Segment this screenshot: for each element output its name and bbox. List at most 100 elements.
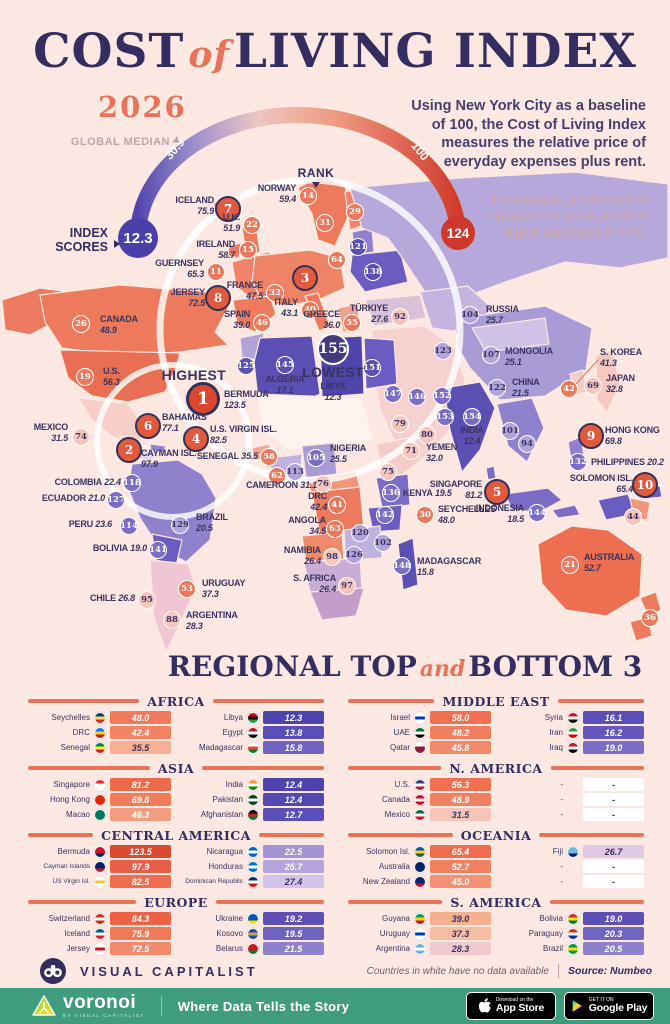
table-row: -- <box>501 793 644 806</box>
badge-play-top: GET IT ON <box>588 996 614 1003</box>
map-label-highest: HIGHEST <box>161 367 226 383</box>
region-bottom3: ------ <box>501 778 644 821</box>
flag-icon <box>247 912 259 925</box>
flag-icon <box>567 845 579 858</box>
rank-circle-126: 126 <box>345 546 363 564</box>
google-play-icon <box>572 1000 582 1012</box>
map-label-seychelles: SEYCHELLES 48.0 <box>438 504 497 525</box>
map-label-italy: ITALY 43.1 <box>274 297 298 318</box>
value-bar: 28.3 <box>430 942 491 955</box>
index-gauge-arc <box>129 107 466 241</box>
value-bar: 13.8 <box>263 726 324 739</box>
rank-circle-36: 36 <box>641 609 659 627</box>
map-label-mongolia: MONGOLIA 25.1 <box>505 346 553 367</box>
country-label: UAE <box>393 728 410 737</box>
rank-circle-4: 4 <box>183 426 209 452</box>
region-header: ASIA <box>28 761 324 776</box>
app-store-badge[interactable]: Download on the App Store <box>466 992 556 1020</box>
country-label: Switzerland <box>48 914 90 923</box>
flag-icon <box>94 860 106 873</box>
rank-circle-2: 2 <box>116 437 142 463</box>
value-bar: 21.5 <box>263 942 324 955</box>
rank-circle-10: 10 <box>632 472 658 498</box>
header-rule-right <box>557 698 644 704</box>
rank-circle-153: 153 <box>436 408 454 426</box>
region-top3: Solomon Isl. 65.4 Australia 52.7 New Zealand… <box>348 845 491 888</box>
region-block: EUROPE Switzerland 84.3 Iceland 75.9 Jersey 7… <box>28 895 325 956</box>
title-of: of <box>188 34 230 76</box>
flag-icon <box>567 726 579 739</box>
rank-pointer-icon <box>312 182 320 188</box>
country-label: Kosovo <box>216 929 243 938</box>
country-label: Bolivia <box>539 914 563 923</box>
flag-icon <box>247 845 259 858</box>
map-label-cayman-isl-: CAYMAN ISL. 97.9 <box>141 448 197 469</box>
map-label-u-s-virgin-isl-: U.S. VIRGIN ISL. 82.5 <box>210 424 277 445</box>
rank-circle-6: 6 <box>135 413 161 439</box>
region-top3: Singapore 81.2 Hong Kong 69.8 Macao 46.3 <box>28 778 171 821</box>
rank-circle-76: 76 <box>314 475 332 493</box>
flag-icon <box>414 942 426 955</box>
flag-icon <box>414 912 426 925</box>
value-bar: 84.3 <box>110 912 171 925</box>
table-row: Macao 46.3 <box>28 808 171 821</box>
map-label-brazil: BRAZIL 20.5 <box>196 512 228 533</box>
brand-name: VISUAL CAPITALIST <box>80 963 258 979</box>
korea-leader-line <box>575 359 599 385</box>
value-bar: - <box>583 860 644 873</box>
rank-circle-121: 121 <box>349 238 367 256</box>
header-rule-left <box>348 765 442 771</box>
value-bar: 46.3 <box>110 808 171 821</box>
rank-circle-75: 75 <box>379 463 397 481</box>
map-label-india: INDIA 12.4 <box>460 425 484 446</box>
flag-icon <box>247 808 259 821</box>
rank-circle-144: 144 <box>528 504 546 522</box>
region-block: S. AMERICA Guyana 39.0 Uruguay 37.3 Argentin… <box>348 895 645 956</box>
rank-circle-41: 41 <box>328 496 346 514</box>
rank-circle-3: 3 <box>292 265 318 291</box>
page-title: COST ofLIVING INDEX <box>0 24 670 79</box>
map-label-bermuda: BERMUDA 123.5 <box>224 389 269 410</box>
rank-circle-74: 74 <box>72 428 90 446</box>
title-living-index: LIVING INDEX <box>233 24 637 79</box>
country-label: Iran <box>549 728 563 737</box>
country-label: Hong Kong <box>49 795 90 804</box>
country-label: Ukraine <box>215 914 243 923</box>
attribution-strip: VISUAL CAPITALIST Countries in white hav… <box>0 954 670 988</box>
index-pointer-icon <box>114 240 120 248</box>
table-row: Israel 58.0 <box>348 711 491 724</box>
flag-icon <box>414 711 426 724</box>
rank-circle-107: 107 <box>482 346 500 364</box>
google-play-badge[interactable]: GET IT ON Google Play <box>564 992 654 1020</box>
region-block: AFRICA Seychelles 48.0 DRC 42.4 Senegal 35.5 … <box>28 694 324 755</box>
region-header: N. AMERICA <box>348 761 644 776</box>
value-bar: 25.7 <box>263 860 324 873</box>
region-top3: Guyana 39.0 Uruguay 37.3 Argentina 28.3 <box>348 912 491 955</box>
value-bar: 97.9 <box>110 860 171 873</box>
rank-circle-32: 32 <box>266 284 284 302</box>
flag-icon <box>94 778 106 791</box>
rank-circle-1: 1 <box>186 382 220 416</box>
voronoi-wordmark: voronoi <box>63 992 137 1014</box>
value-bar: 31.5 <box>430 808 491 821</box>
flag-icon <box>247 793 259 806</box>
rank-circle-5: 5 <box>484 479 510 505</box>
map-label-solomon-isl-: SOLOMON ISL. 65.4 <box>569 473 633 494</box>
visual-capitalist-logo-icon <box>40 958 66 984</box>
country-label: Brazil <box>542 944 563 953</box>
note-divider <box>557 964 559 978</box>
header-rule-left <box>348 832 453 838</box>
country-label: Canada <box>381 795 410 804</box>
map-label-iceland: ICELAND 75.9 <box>175 195 214 216</box>
value-bar: 12.3 <box>263 711 324 724</box>
rank-circle-79: 79 <box>391 415 409 433</box>
country-label: New Zealand <box>362 877 410 886</box>
table-row: Iran 16.2 <box>501 726 644 739</box>
flag-icon <box>414 845 426 858</box>
map-label-spain: SPAIN 39.0 <box>224 309 250 330</box>
map-label-t-rkiye: TÜRKIYE 27.6 <box>349 303 388 324</box>
region-name: AFRICA <box>147 693 205 709</box>
table-row: Pakistan 12.4 <box>181 793 324 806</box>
table-row: -- <box>501 875 644 888</box>
